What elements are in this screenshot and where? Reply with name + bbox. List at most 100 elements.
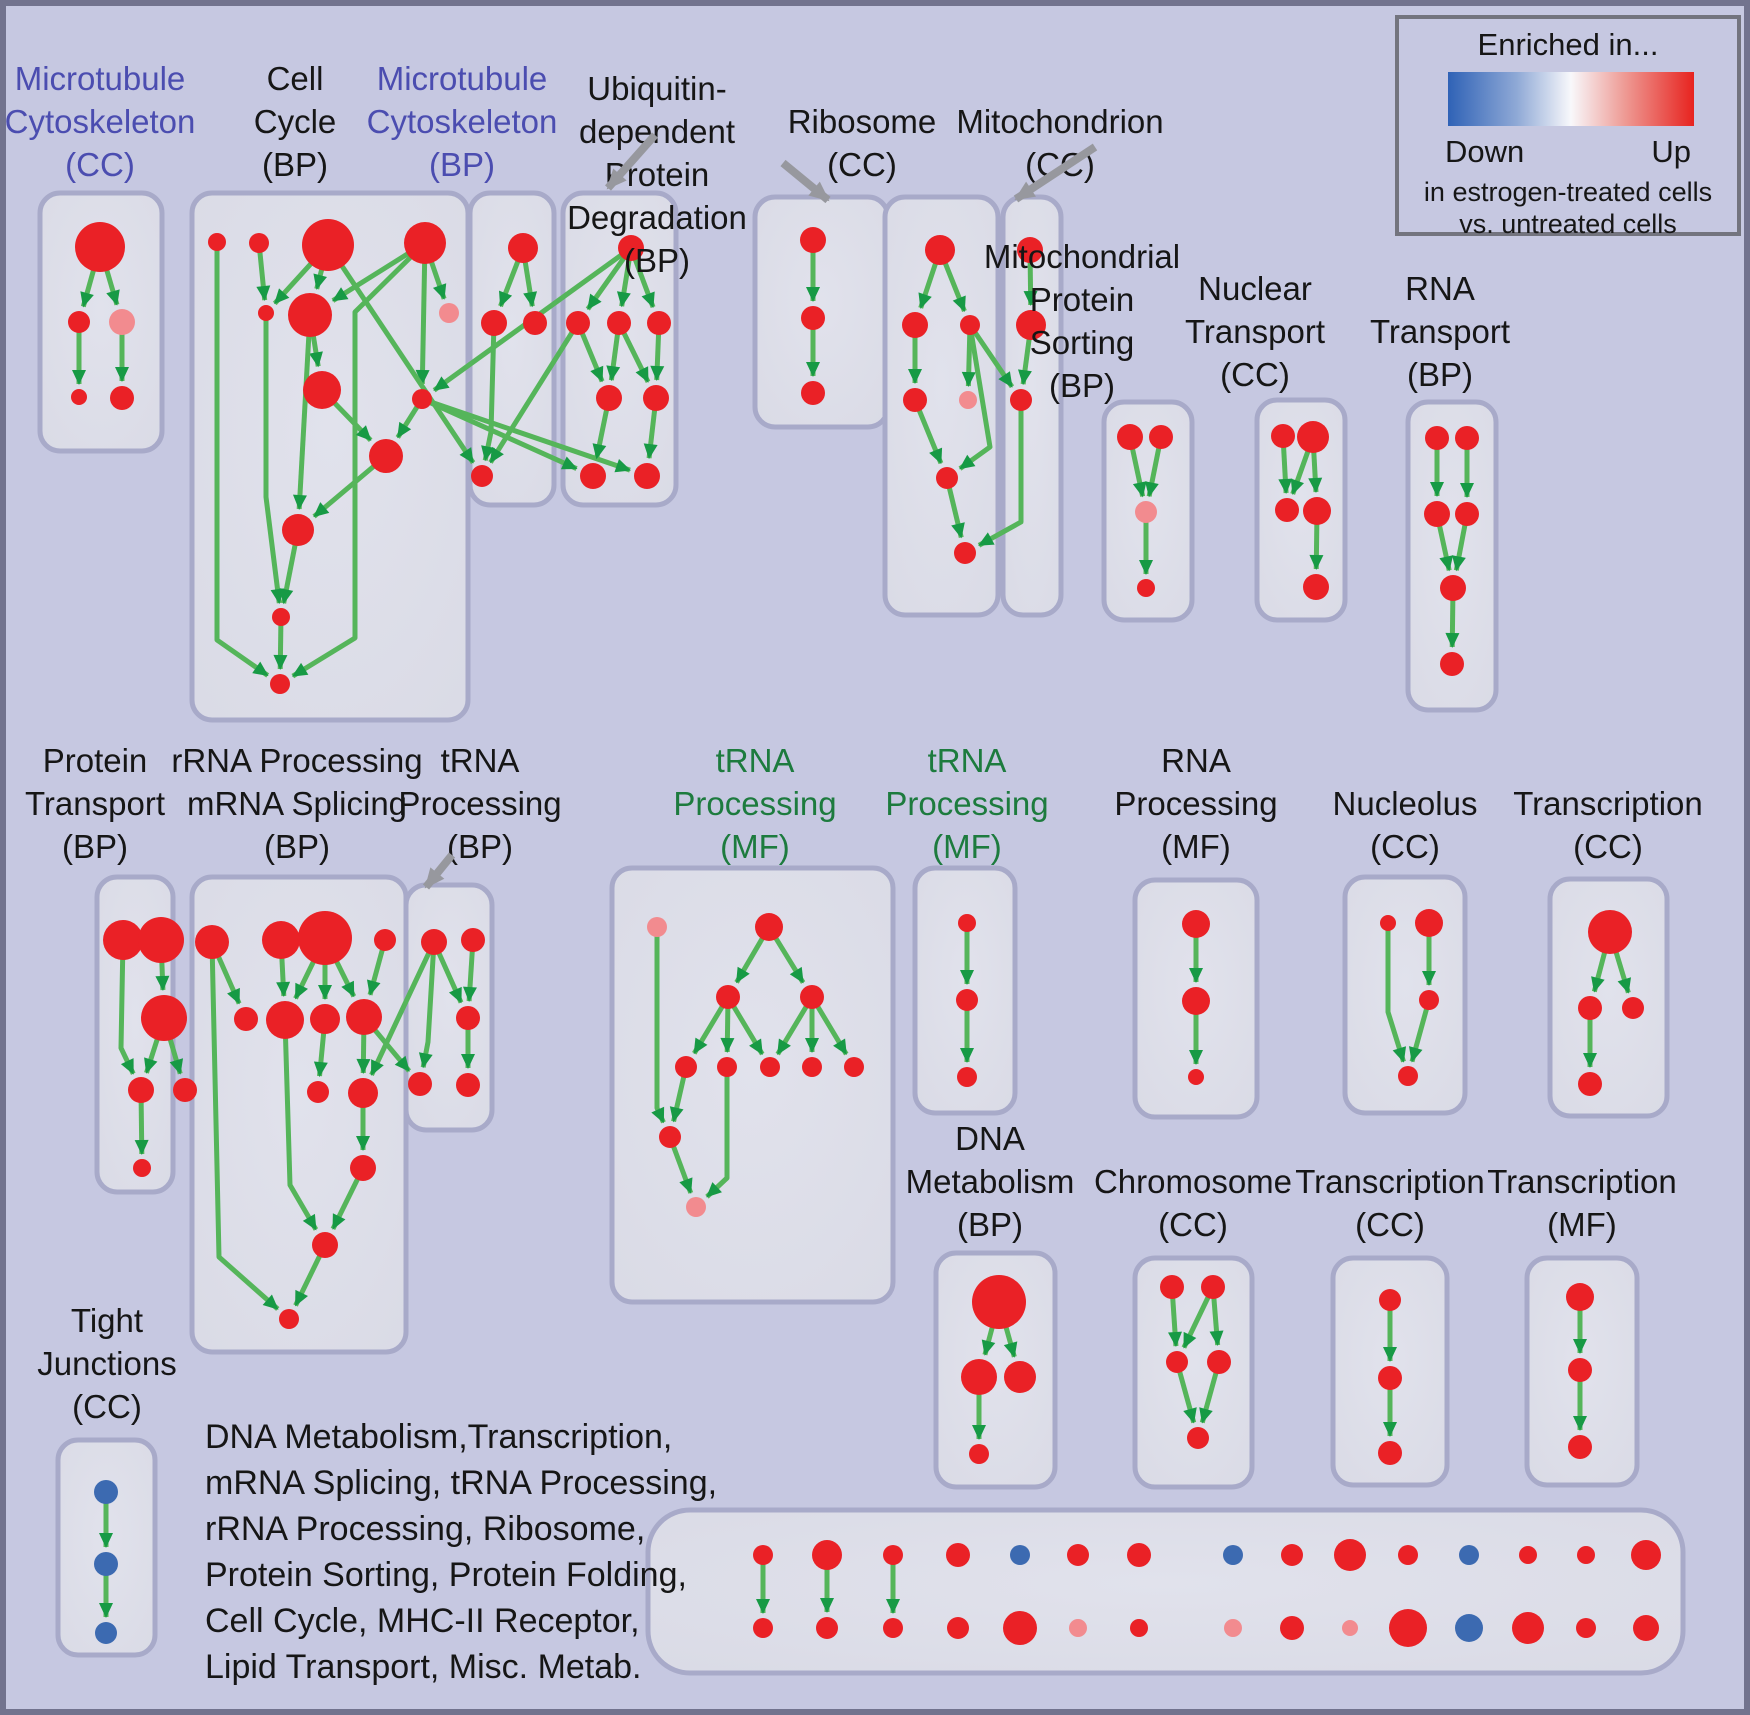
label-mitochondrial-protein-sorting-bp-line1: Mitochondrial <box>984 238 1180 275</box>
node-tc2-0 <box>1379 1289 1401 1311</box>
node-mit-0 <box>1017 237 1043 263</box>
node-rr-6 <box>310 1004 340 1034</box>
node-cc-4 <box>258 305 274 321</box>
node-tb-1 <box>461 928 485 952</box>
node-cc-3 <box>404 222 446 264</box>
node-ub-5 <box>643 385 669 411</box>
node-ub-0 <box>618 235 644 261</box>
node-rr-0 <box>195 925 229 959</box>
edge-rr-5-rr-11 <box>282 1019 319 1231</box>
node-mtcc-4 <box>110 386 134 410</box>
legend-subtitle: in estrogen-treated cells vs. untreated … <box>1399 176 1737 240</box>
legend-up-label: Up <box>1651 134 1691 169</box>
label-nuclear-transport-cc-line1: Nuclear <box>1198 270 1312 307</box>
label-ubiquitin-dependent-protein-degradation-bp-line1: Ubiquitin- <box>587 70 726 107</box>
node-cc-10 <box>282 514 314 546</box>
edge-rib-2-rib-5 <box>958 324 993 471</box>
label-trna-processing-mf-2-line3: (MF) <box>932 828 1002 865</box>
label-trna-processing-mf-1-line1: tRNA <box>716 742 795 779</box>
node-tc1-3 <box>1578 1072 1602 1096</box>
node-ts-1 <box>956 989 978 1011</box>
node-tm-4 <box>675 1056 697 1078</box>
label-protein-transport-bp-line1: Protein <box>43 742 148 779</box>
node-rnt-1 <box>1455 426 1479 450</box>
label-cell-cycle-bp-line1: Cell <box>267 60 324 97</box>
node-dm-0 <box>972 1275 1026 1329</box>
annotation-arrow-1 <box>605 132 658 191</box>
label-ribosome-cc-line2: (CC) <box>827 146 897 183</box>
node-cc-0 <box>208 233 226 251</box>
legend-gradient-bar <box>1448 72 1694 126</box>
node-rm-2 <box>1188 1069 1204 1085</box>
cluster-box-mtcc <box>37 190 165 454</box>
node-tj-1 <box>94 1552 118 1576</box>
node-ub-3 <box>647 311 671 335</box>
node-tc2-2 <box>1378 1441 1402 1465</box>
label-rna-processing-mf-line3: (MF) <box>1161 828 1231 865</box>
node-rib-0 <box>925 235 955 265</box>
node-tm-7 <box>802 1057 822 1077</box>
label-microtubule-cytoskeleton-bp-line1: Microtubule <box>377 60 548 97</box>
node-misc-col3-top <box>883 1545 903 1565</box>
node-rnt-3 <box>1455 502 1479 526</box>
label-cell-cycle-bp-line2: Cycle <box>254 103 337 140</box>
node-misc-col5-bottom <box>1003 1611 1037 1645</box>
node-ts-2 <box>957 1067 977 1087</box>
edge-cc-2-mtbp-3 <box>325 243 476 465</box>
node-cc-9 <box>369 439 403 473</box>
node-nu-2 <box>1419 990 1439 1010</box>
node-mtbp-0 <box>508 233 538 263</box>
node-tm-8 <box>844 1057 864 1077</box>
node-mit-1 <box>1016 310 1046 340</box>
node-mtbp-1 <box>481 310 507 336</box>
node-tm-3 <box>800 985 824 1009</box>
legend-down-label: Down <box>1445 134 1525 169</box>
edge-tm-5-tm-10 <box>705 1067 730 1199</box>
label-ubiquitin-dependent-protein-degradation-bp-line5: (BP) <box>624 242 690 279</box>
node-misc-col11-top <box>1398 1545 1418 1565</box>
node-misc-col15-top <box>1631 1540 1661 1570</box>
edge-cc-5-cc-10 <box>292 314 313 511</box>
label-trna-processing-bp-line3: (BP) <box>447 828 513 865</box>
cluster-box-ch <box>1132 1255 1255 1490</box>
node-rr-8 <box>307 1081 329 1103</box>
node-tm-6 <box>760 1057 780 1077</box>
node-rr-10 <box>350 1155 376 1181</box>
node-mps-3 <box>1137 579 1155 597</box>
label-rna-transport-bp-line1: RNA <box>1405 270 1475 307</box>
node-tmf-1 <box>1568 1358 1592 1382</box>
node-misc-col10-bottom <box>1342 1620 1358 1636</box>
node-tm-2 <box>716 985 740 1009</box>
label-transcription-mf-line2: (MF) <box>1547 1206 1617 1243</box>
label-chromosome-cc-line2: (CC) <box>1158 1206 1228 1243</box>
edge-cc-4-cc-11 <box>263 313 285 605</box>
note-block-line6: Lipid Transport, Misc. Metab. <box>205 1648 642 1686</box>
node-tc1-1 <box>1578 996 1602 1020</box>
node-nut-2 <box>1275 498 1299 522</box>
node-tc1-0 <box>1588 910 1632 954</box>
edge-cc-7-ub-6 <box>420 396 578 471</box>
node-misc-col6-top <box>1067 1544 1089 1566</box>
node-rr-7 <box>346 999 382 1035</box>
edge-tb-0-rr-9 <box>369 940 437 1076</box>
node-misc-col1-bottom <box>753 1618 773 1638</box>
node-misc-col2-top <box>812 1540 842 1570</box>
edge-tb-0-tb-3 <box>418 941 437 1069</box>
label-rna-processing-mf-line1: RNA <box>1161 742 1231 779</box>
node-misc-col9-top <box>1281 1544 1303 1566</box>
edge-ub-1-mtbp-3 <box>488 321 581 464</box>
node-mtcc-3 <box>71 389 87 405</box>
node-dm-2 <box>1004 1361 1036 1393</box>
node-tb-0 <box>421 929 447 955</box>
node-rib-3 <box>903 388 927 412</box>
node-rr-9 <box>348 1078 378 1108</box>
node-ubc-0 <box>800 227 826 253</box>
label-rna-transport-bp-line3: (BP) <box>1407 356 1473 393</box>
label-ubiquitin-dependent-protein-degradation-bp-line4: Degradation <box>567 199 747 236</box>
node-misc-col8-bottom <box>1224 1619 1242 1637</box>
node-rnt-0 <box>1425 426 1449 450</box>
label-nucleolus-cc-line1: Nucleolus <box>1333 785 1478 822</box>
legend-subtitle-line1: in estrogen-treated cells <box>1423 177 1713 207</box>
legend: Enriched in... Down Up in estrogen-treat… <box>1395 15 1741 239</box>
